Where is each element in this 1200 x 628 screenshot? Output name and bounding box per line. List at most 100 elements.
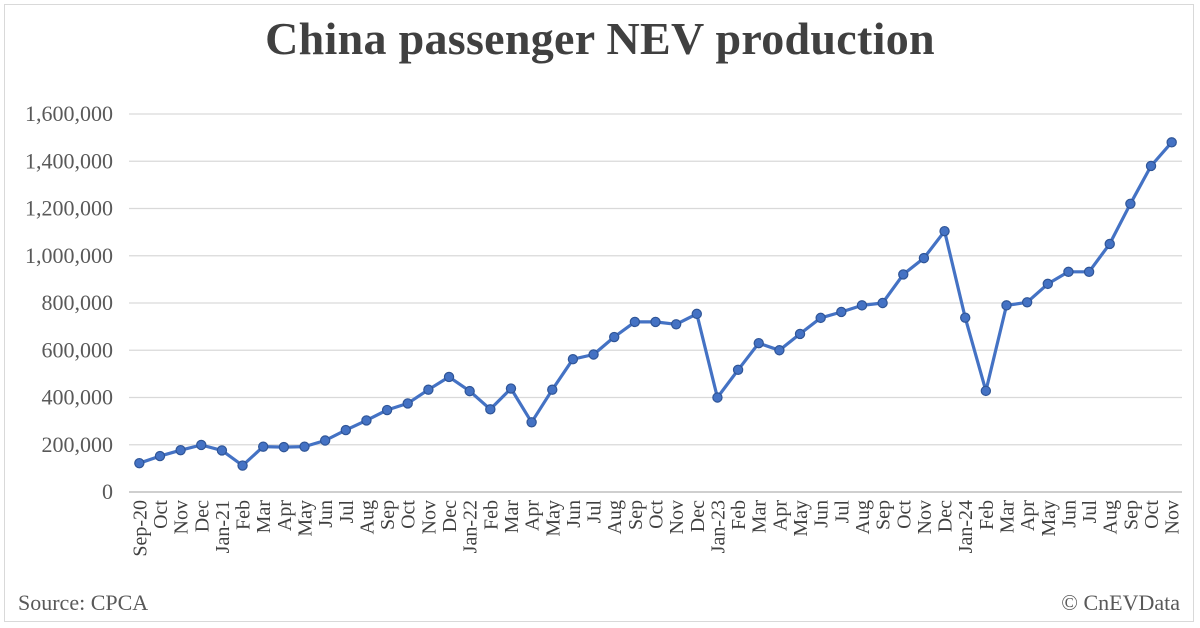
data-point [980,385,992,397]
data-point [794,328,806,340]
x-tick-label: Apr [1017,500,1039,531]
data-point [774,345,785,356]
y-tick-label: 800,000 [42,290,114,315]
x-tick-label: Jan-24 [955,500,977,553]
x-tick-label: Nov [171,500,193,534]
data-point [629,316,641,328]
data-point [753,337,764,349]
gridlines [129,113,1182,446]
credit-note: © CnEVData [1061,590,1180,615]
x-tick-label: Dec [687,500,709,532]
x-tick-label: Nov [418,500,440,534]
x-tick-label: Jul [584,500,606,524]
x-tick-label: Jun [315,500,337,528]
data-point [1104,238,1115,250]
x-tick-label: Apr [522,500,544,531]
data-point [815,312,826,324]
x-tick-label: Jun [811,500,833,528]
data-point [319,435,331,446]
series-line [138,141,1173,468]
x-tick-label: Dec [439,500,461,532]
data-point [361,415,372,426]
y-tick-label: 400,000 [42,385,114,410]
data-point [278,441,290,453]
x-tick-label: Aug [852,500,874,534]
data-point [299,441,310,452]
x-tick-label: Mar [501,500,523,534]
x-tick-label: Jan-21 [212,500,234,553]
x-tick-label: Feb [728,500,750,530]
x-tick-label: Apr [274,500,296,531]
chart-frame [4,4,1194,622]
y-tick-label: 1,200,000 [25,196,113,221]
data-point [712,392,723,403]
x-tick-label: Dec [191,500,213,532]
x-tick-label: Apr [769,500,791,531]
x-tick-label: Feb [976,500,998,530]
x-tick-label: Nov [666,500,688,534]
data-point [918,252,930,264]
data-point [485,404,496,415]
data-point [691,308,702,320]
x-axis-ticks: Sep-20OctNovDecJan-21FebMarAprMayJunJulA… [129,500,1183,557]
data-point [175,444,186,456]
data-point [464,385,475,397]
y-tick-label: 1,600,000 [25,101,113,126]
data-point [650,316,661,328]
source-note: Source: CPCA [18,590,149,615]
x-tick-label: Aug [1100,500,1122,534]
x-tick-label: Feb [233,500,255,530]
data-point [526,417,537,428]
data-point [505,383,517,394]
data-point [402,398,413,409]
y-tick-label: 1,400,000 [25,148,113,173]
x-tick-label: Sep [377,500,399,530]
x-tick-label: Jun [1058,500,1080,528]
x-tick-label: Jul [336,500,358,524]
data-points [134,137,1177,471]
data-point [216,445,228,456]
data-point [134,457,145,469]
data-point [340,424,351,436]
x-tick-label: Jul [1079,500,1101,524]
x-tick-label: Aug [604,500,626,534]
x-tick-label: Sep [873,500,895,530]
x-tick-label: Feb [480,500,502,530]
data-point [237,460,248,471]
x-tick-label: Mar [749,500,771,534]
data-point [836,306,847,318]
data-point [609,331,620,343]
data-point [1063,266,1074,278]
x-tick-label: Jan-23 [707,500,729,553]
data-point [1125,198,1136,209]
data-point [856,300,868,311]
data-point [1166,137,1177,148]
x-tick-label: Nov [1162,500,1184,534]
data-point [547,384,558,395]
data-point [381,404,393,416]
x-tick-label: May [295,500,317,537]
chart-title: China passenger NEV production [265,13,935,64]
x-tick-label: Oct [398,500,420,529]
x-tick-label: May [542,500,564,537]
x-tick-label: Sep [1120,500,1142,530]
y-tick-label: 200,000 [42,432,114,457]
x-tick-label: Mar [253,500,275,534]
x-tick-label: Oct [150,500,172,529]
x-tick-label: Jun [563,500,585,528]
data-point [898,269,909,280]
x-tick-label: Oct [1141,500,1163,529]
data-point [960,312,971,323]
data-point [1001,300,1012,311]
x-tick-label: Oct [646,500,668,529]
y-tick-label: 0 [102,479,113,504]
data-point [670,319,682,330]
x-tick-label: May [1038,500,1060,537]
data-point [732,364,744,376]
x-tick-label: Sep [625,500,647,530]
data-point [1083,266,1095,278]
x-tick-label: Dec [935,500,957,532]
data-point [423,384,434,395]
x-tick-label: Sep-20 [129,500,151,557]
x-tick-label: Oct [893,500,915,529]
